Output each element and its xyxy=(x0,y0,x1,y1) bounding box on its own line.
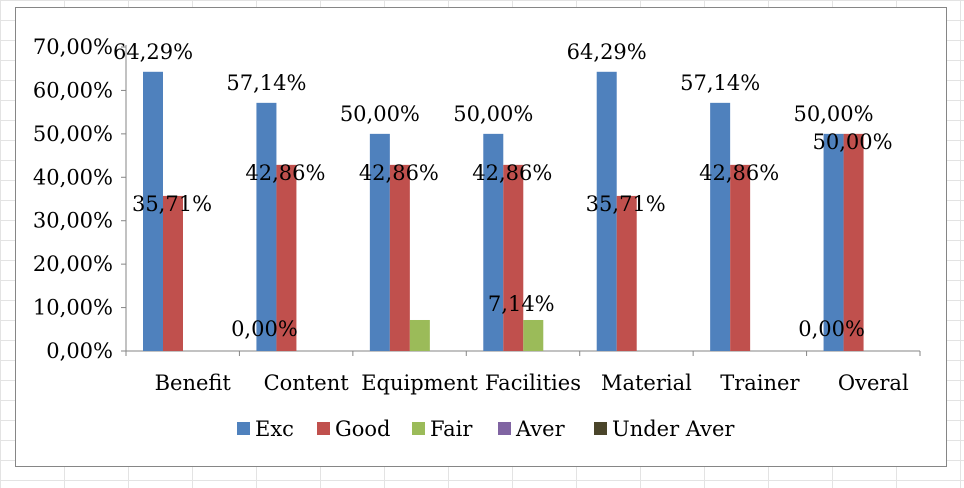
y-tick-label: 40,00% xyxy=(33,165,113,189)
data-label-exc-benefit: 64,29% xyxy=(113,40,193,64)
x-tick-label-content: Content xyxy=(264,371,350,395)
bar-good-equipment xyxy=(389,164,410,351)
data-label-fair-facilities: 7,14% xyxy=(488,292,555,316)
bar-good-facilities xyxy=(503,164,524,351)
bar-good-material xyxy=(616,195,637,351)
legend-label-fair: Fair xyxy=(430,417,473,441)
data-label-exc-overal: 50,00% xyxy=(794,102,874,126)
data-label-good-material: 35,71% xyxy=(586,192,666,216)
legend-swatch-good xyxy=(317,422,330,435)
bar-good-content xyxy=(276,164,297,351)
x-tick-label-material: Material xyxy=(601,371,692,395)
legend-label-good: Good xyxy=(335,417,391,441)
y-tick-label: 30,00% xyxy=(33,209,113,233)
bar-exc-trainer xyxy=(710,102,731,351)
data-label-exc-facilities: 50,00% xyxy=(453,102,533,126)
data-label-good-facilities: 42,86% xyxy=(472,161,552,185)
y-tick-label: 10,00% xyxy=(33,296,113,320)
data-label-good-benefit: 35,71% xyxy=(132,192,212,216)
bar-fair-facilities xyxy=(523,319,544,351)
bar-exc-facilities xyxy=(483,133,504,351)
legend-label-aver: Aver xyxy=(515,417,566,441)
data-label-exc-material: 64,29% xyxy=(567,40,647,64)
bar-chart: 0,00% 10,00% 20,00% 30,00% 40,00% 50,00% 60,00… xyxy=(33,35,921,441)
data-label-good-trainer: 42,86% xyxy=(699,161,779,185)
legend-swatch-under-aver xyxy=(594,422,607,435)
bar-exc-equipment xyxy=(369,133,390,351)
data-label-good-content: 42,86% xyxy=(245,161,325,185)
legend-swatch-fair xyxy=(412,422,425,435)
y-tick-label: 20,00% xyxy=(33,252,113,276)
x-tick-label-trainer: Trainer xyxy=(720,371,800,395)
bar-good-overal xyxy=(843,133,864,351)
bar-exc-material xyxy=(596,71,617,351)
x-tick-label-facilities: Facilities xyxy=(485,371,581,395)
legend-label-under-aver: Under Aver xyxy=(612,417,735,441)
legend-label-exc: Exc xyxy=(255,417,294,441)
data-label-good-equipment: 42,86% xyxy=(359,161,439,185)
data-label-exc-equipment: 50,00% xyxy=(340,102,420,126)
bar-exc-benefit xyxy=(143,71,163,351)
y-tick-label: 70,00% xyxy=(33,35,113,59)
x-tick-label-benefit: Benefit xyxy=(155,371,232,395)
x-tick-label-equipment: Equipment xyxy=(361,371,478,395)
data-label-fair-overal: 0,00% xyxy=(798,317,865,341)
legend-swatch-exc xyxy=(237,422,250,435)
bar-exc-overal xyxy=(823,133,844,351)
y-tick-label: 0,00% xyxy=(46,339,113,363)
bar-good-trainer xyxy=(730,164,751,351)
data-label-exc-trainer: 57,14% xyxy=(680,71,760,95)
bar-exc-content xyxy=(256,102,277,351)
legend-swatch-aver xyxy=(498,422,511,435)
y-tick-label: 60,00% xyxy=(33,78,113,102)
data-label-exc-content: 57,14% xyxy=(226,71,306,95)
bar-good-benefit xyxy=(163,195,183,351)
data-label-fair-content: 0,00% xyxy=(231,317,298,341)
y-tick-label: 50,00% xyxy=(33,122,113,146)
data-label-good-overal: 50,00% xyxy=(813,130,893,154)
chart-area[interactable]: 0,00% 10,00% 20,00% 30,00% 40,00% 50,00% 60,00… xyxy=(15,7,947,467)
bar-fair-equipment xyxy=(409,319,430,351)
x-tick-label-overal: Overal xyxy=(838,371,909,395)
